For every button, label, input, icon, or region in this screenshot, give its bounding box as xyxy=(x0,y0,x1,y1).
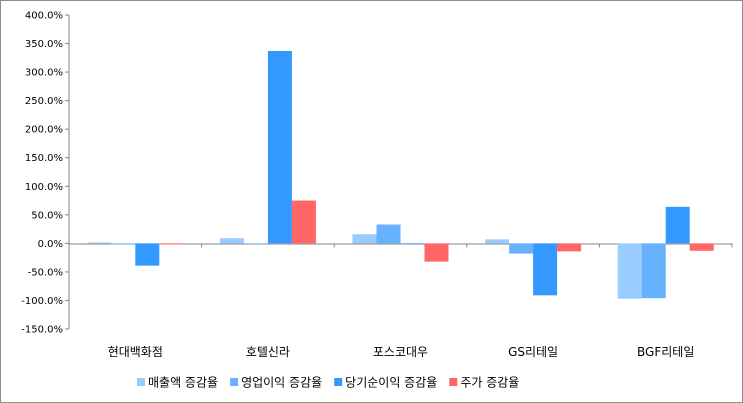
y-tick-label: 250.0% xyxy=(25,96,63,107)
category-label: BGF리테일 xyxy=(637,345,694,359)
bar xyxy=(400,243,425,245)
y-axis-ticks: 400.0% 350.0% 300.0% 250.0% 200.0% 150.0% 100.… xyxy=(21,11,69,336)
y-tick-label: 350.0% xyxy=(25,39,63,50)
bar xyxy=(689,243,714,251)
y-tick-label: -150.0% xyxy=(21,325,63,336)
bar xyxy=(87,242,112,244)
legend-label: 주가 증감율 xyxy=(460,376,519,390)
y-tick-label: 150.0% xyxy=(25,153,63,164)
bar xyxy=(135,243,160,266)
category-label: 포스코대우 xyxy=(373,345,428,359)
bar xyxy=(352,234,377,244)
legend-swatch xyxy=(230,378,239,386)
bar xyxy=(665,206,690,244)
category-label: 현대백화점 xyxy=(108,345,163,359)
y-tick-label: 100.0% xyxy=(25,182,63,193)
y-tick-label: 0.0% xyxy=(38,239,63,250)
legend-swatch xyxy=(137,378,145,386)
bar xyxy=(376,224,401,244)
y-tick-label: -100.0% xyxy=(21,296,63,307)
category-labels: 현대백화점 호텔신라 포스코대우 GS리테일 BGF리테일 xyxy=(108,345,695,359)
bar xyxy=(424,243,449,262)
bar xyxy=(159,243,184,245)
category-label: GS리테일 xyxy=(508,345,558,359)
bar xyxy=(533,243,558,296)
legend-label: 영업이익 증감율 xyxy=(241,376,322,390)
bar xyxy=(219,238,244,244)
bar-series-group xyxy=(87,50,714,299)
legend-swatch xyxy=(334,378,343,386)
y-tick-label: 400.0% xyxy=(25,11,63,22)
y-tick-label: 50.0% xyxy=(31,210,63,221)
legend-label: 매출액 증감율 xyxy=(148,376,218,390)
legend-swatch xyxy=(449,378,458,386)
bar xyxy=(641,243,666,299)
bar xyxy=(557,243,582,252)
bar xyxy=(111,243,136,245)
y-tick-label: 300.0% xyxy=(25,68,63,79)
legend-label: 당기순이익 증감율 xyxy=(345,376,437,390)
y-tick-label: -50.0% xyxy=(28,267,63,278)
legend: 매출액 증감율 영업이익 증감율 당기순이익 증감율 주가 증감율 xyxy=(137,376,519,390)
bar xyxy=(509,243,534,254)
bar xyxy=(485,239,510,244)
bar xyxy=(267,50,292,244)
y-tick-label: 200.0% xyxy=(25,125,63,136)
bar xyxy=(617,243,642,299)
bar xyxy=(243,243,268,245)
category-label: 호텔신라 xyxy=(246,345,290,359)
bar xyxy=(291,200,316,244)
x-axis-ticks xyxy=(68,243,733,248)
